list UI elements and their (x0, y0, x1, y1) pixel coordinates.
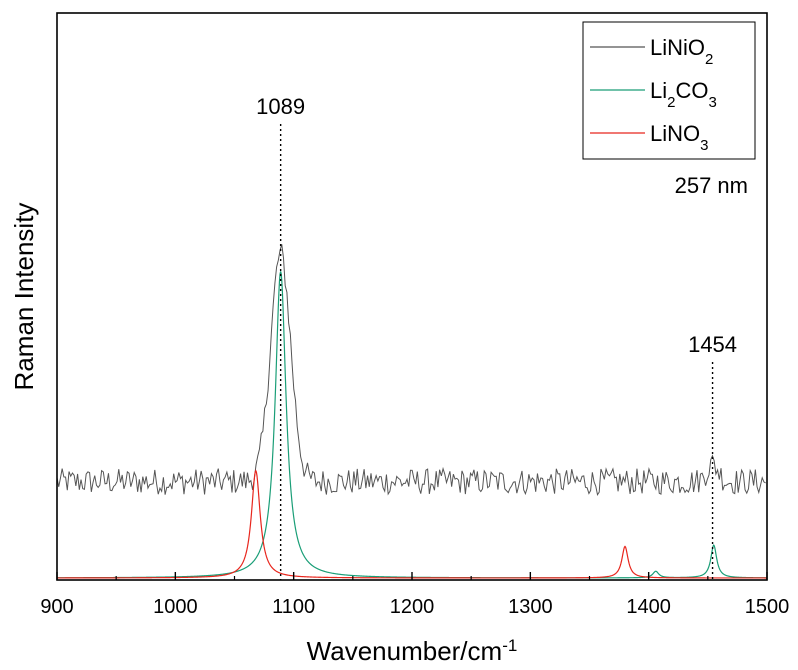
x-tick-label: 1100 (272, 596, 315, 618)
excitation-wavelength-label: 257 nm (675, 173, 748, 198)
peak-marker-label: 1089 (256, 94, 305, 119)
legend-entry-label: LiNiO2 (650, 35, 713, 68)
series-line-2 (57, 271, 767, 579)
x-tick-label: 900 (40, 596, 73, 618)
series-layer (56, 244, 767, 579)
annotation-layer: 1089 1454 (256, 94, 737, 580)
legend: LiNiO2 Li2CO3 LiNO3 (582, 21, 756, 160)
x-tick-label: 1200 (390, 596, 435, 618)
x-tick-label: 1000 (153, 596, 198, 618)
peak-marker-label: 1454 (688, 332, 737, 357)
y-axis-title: Raman Intensity (9, 203, 39, 391)
x-axis-title: Wavenumber/cm-1 (307, 636, 518, 667)
x-tick-label: 1500 (745, 596, 790, 618)
x-axis-ticks (56, 572, 768, 580)
x-axis-tick-labels: 900 1000 1100 1200 1300 1400 1500 (40, 596, 789, 618)
series-line-1 (56, 244, 766, 496)
legend-entry-label: Li2CO3 (650, 78, 717, 111)
x-tick-label: 1300 (508, 596, 553, 618)
legend-entry-label: LiNO3 (650, 121, 708, 154)
x-axis-title-superscript: -1 (502, 636, 517, 655)
x-tick-label: 1400 (626, 596, 671, 618)
series-line-3 (57, 469, 767, 579)
